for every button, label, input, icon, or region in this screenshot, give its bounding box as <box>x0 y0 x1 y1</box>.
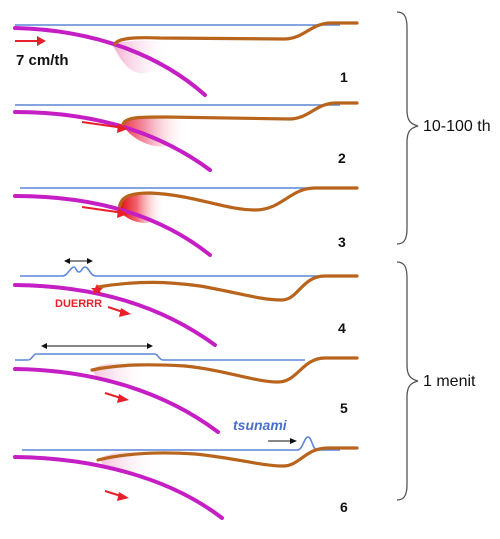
stage-number-6: 6 <box>340 499 348 515</box>
stage-5: 5 <box>13 343 359 434</box>
period-label-long: 10-100 th <box>423 118 491 135</box>
oceanic-plate-3 <box>13 194 212 257</box>
continental-plate-1 <box>113 21 359 46</box>
stage-4: DUERRR 4 <box>13 258 359 347</box>
stage-3: 3 <box>13 186 359 257</box>
earthquake-label: DUERRR <box>55 298 102 310</box>
stage-number-4: 4 <box>338 320 346 336</box>
stage-number-5: 5 <box>340 400 348 416</box>
oceanic-plate-6 <box>13 455 224 520</box>
continental-plate-3 <box>118 186 359 212</box>
motion-arrow-5 <box>104 392 129 403</box>
stage-6: tsunami 6 <box>13 417 359 520</box>
stage-2: 2 <box>13 101 359 172</box>
continental-plate-6 <box>96 446 359 468</box>
motion-arrow-3 <box>81 206 128 218</box>
continental-plate-2 <box>121 101 359 126</box>
strain-zone-2 <box>122 116 188 147</box>
earthquake-star-icon <box>91 284 103 295</box>
sea-surface-4 <box>20 266 340 277</box>
continental-plate-4 <box>96 274 359 302</box>
stage-1: 7 cm/th 1 <box>13 21 359 97</box>
oceanic-plate-4 <box>13 283 217 347</box>
oceanic-plate-1 <box>13 26 207 97</box>
bracket-short-period <box>396 261 419 501</box>
uplift-width-arrow-4 <box>64 258 93 264</box>
sea-surface-6 <box>22 436 340 451</box>
stage-number-1: 1 <box>340 69 348 85</box>
tsunami-label: tsunami <box>233 417 288 433</box>
period-label-short: 1 menit <box>423 373 476 390</box>
oceanic-plate-5 <box>13 367 220 434</box>
sea-surface-5 <box>15 353 305 361</box>
tsunami-direction-arrow <box>268 438 297 444</box>
stage-number-2: 2 <box>338 150 346 166</box>
wave-spread-arrow-5 <box>41 343 153 349</box>
stage-number-3: 3 <box>338 234 346 250</box>
continental-plate-5 <box>90 356 359 384</box>
motion-arrow-2 <box>81 121 128 133</box>
strain-zone-3 <box>118 194 165 223</box>
motion-arrow-4 <box>107 306 131 317</box>
motion-arrow-1 <box>15 36 46 46</box>
convergence-rate-label: 7 cm/th <box>16 52 69 69</box>
motion-arrow-6 <box>104 490 129 501</box>
bracket-long-period <box>396 11 419 245</box>
